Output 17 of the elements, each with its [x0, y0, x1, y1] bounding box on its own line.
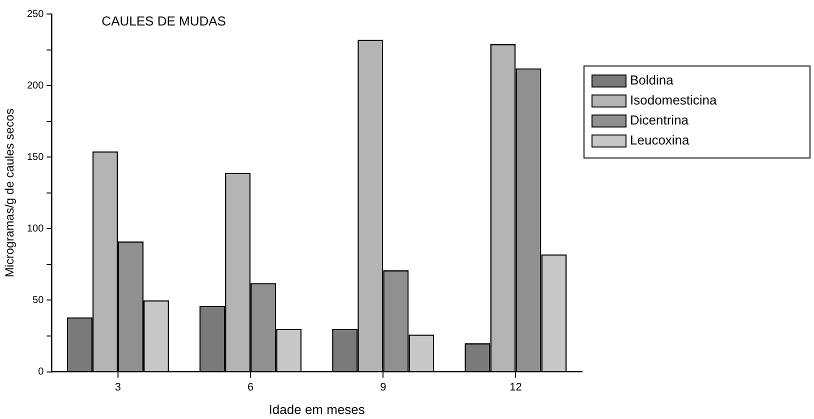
- y-axis-title: Microgramas/g de caules secos: [2, 108, 16, 278]
- legend-label: Isodomesticina: [630, 92, 718, 108]
- x-tick-label: 9: [380, 381, 386, 394]
- y-tick-label: 100: [26, 223, 44, 234]
- x-axis-title: Idade em meses: [268, 402, 366, 418]
- legend-label: Boldina: [630, 72, 674, 88]
- chart-title: CAULES DE MUDAS: [102, 14, 226, 29]
- legend-label: Dicentrina: [630, 112, 690, 128]
- y-tick-label: 200: [26, 80, 44, 92]
- x-tick-label: 6: [247, 381, 254, 394]
- x-tick-label: 3: [114, 381, 122, 394]
- y-tick-label: 150: [26, 152, 44, 163]
- y-tick-label: 250: [26, 8, 44, 20]
- x-tick-label: 12: [510, 381, 522, 394]
- legend-label: Leucoxina: [630, 132, 690, 148]
- y-tick-label: 50: [32, 294, 44, 306]
- y-tick-label: 0: [38, 366, 44, 378]
